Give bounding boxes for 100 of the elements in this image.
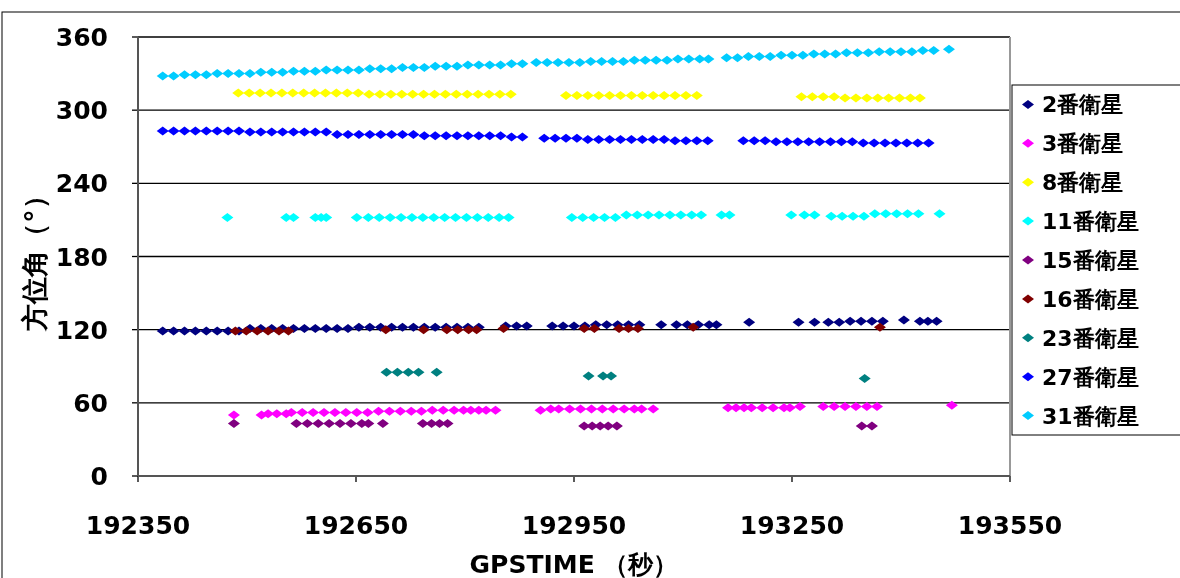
legend-label: 11番衛星 <box>1042 209 1139 235</box>
point <box>323 419 336 429</box>
point <box>334 419 347 429</box>
point <box>828 401 841 411</box>
point <box>563 404 576 414</box>
point <box>879 209 892 219</box>
point <box>817 92 830 102</box>
point <box>395 89 408 99</box>
point <box>795 92 808 102</box>
point <box>674 210 687 220</box>
legend-label: 27番衛星 <box>1042 364 1139 390</box>
point <box>395 212 408 222</box>
point <box>817 401 830 411</box>
point <box>471 212 484 222</box>
point <box>582 371 595 381</box>
point <box>296 408 309 418</box>
point <box>756 403 769 413</box>
point <box>383 406 396 416</box>
point <box>828 92 841 102</box>
point <box>614 91 627 101</box>
point <box>836 211 849 221</box>
point <box>647 91 660 101</box>
point <box>767 403 780 413</box>
point <box>868 209 881 219</box>
point <box>406 89 419 99</box>
y-tick-label: 120 <box>55 315 108 345</box>
point <box>415 406 428 416</box>
point <box>857 211 870 221</box>
point <box>592 91 605 101</box>
point <box>391 367 404 377</box>
point <box>570 91 583 101</box>
point <box>679 91 692 101</box>
point <box>847 211 860 221</box>
point <box>372 406 385 416</box>
y-axis-title: 方位角（°） <box>19 182 50 332</box>
point <box>793 401 806 411</box>
point <box>669 91 682 101</box>
point <box>609 212 622 222</box>
x-tick-label: 193550 <box>957 511 1063 540</box>
point <box>587 212 600 222</box>
point <box>825 211 838 221</box>
legend-label: 15番衛星 <box>1042 248 1139 273</box>
point <box>405 212 418 222</box>
point <box>620 210 633 220</box>
x-tick-label: 192950 <box>521 511 627 540</box>
point <box>350 408 363 418</box>
point <box>379 325 392 335</box>
point <box>416 212 429 222</box>
point <box>933 209 946 219</box>
point <box>839 401 852 411</box>
legend-label: 8番衛星 <box>1042 170 1124 196</box>
point <box>912 209 925 219</box>
point <box>363 89 376 99</box>
point <box>860 93 873 103</box>
point <box>380 367 393 377</box>
point <box>598 212 611 222</box>
point <box>482 89 495 99</box>
point <box>565 212 578 222</box>
point <box>449 212 462 222</box>
point <box>412 367 425 377</box>
point <box>264 88 277 98</box>
point <box>839 93 852 103</box>
point <box>339 408 352 418</box>
point <box>319 88 332 98</box>
point <box>690 91 703 101</box>
point <box>785 210 798 220</box>
point <box>275 88 288 98</box>
point <box>871 401 884 411</box>
point <box>416 419 429 429</box>
point <box>631 210 644 220</box>
point <box>560 91 573 101</box>
x-axis-title: GPSTIME （秒） <box>469 550 679 578</box>
point <box>254 88 267 98</box>
y-tick-label: 300 <box>55 96 108 126</box>
point <box>893 93 906 103</box>
point <box>373 212 386 222</box>
point <box>625 91 638 101</box>
point <box>607 404 620 414</box>
x-tick-label: 192650 <box>303 511 409 540</box>
legend-label: 2番衛星 <box>1042 92 1124 118</box>
point <box>576 212 589 222</box>
point <box>229 326 242 336</box>
point <box>328 408 341 418</box>
point <box>405 406 418 416</box>
point <box>384 212 397 222</box>
point <box>871 93 884 103</box>
point <box>581 91 594 101</box>
point <box>402 367 415 377</box>
point <box>286 88 299 98</box>
point <box>376 419 389 429</box>
point <box>344 419 357 429</box>
point <box>272 326 285 336</box>
point <box>482 212 495 222</box>
point <box>227 410 240 420</box>
point <box>901 209 914 219</box>
point <box>873 322 886 332</box>
point <box>227 419 240 429</box>
point <box>297 88 310 98</box>
point <box>450 89 463 99</box>
point <box>618 404 631 414</box>
